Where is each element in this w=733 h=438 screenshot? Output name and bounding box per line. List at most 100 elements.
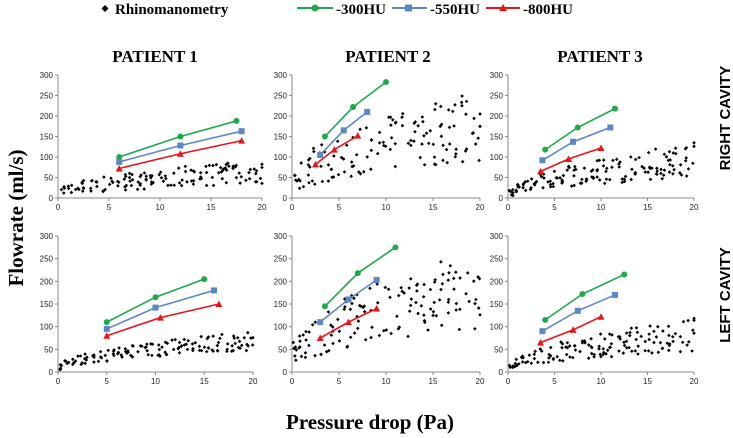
rhinomanometry-point (361, 169, 366, 174)
rhinomanometry-point (189, 168, 193, 172)
rhinomanometry-point (130, 177, 135, 182)
rhinomanometry-point (312, 182, 317, 186)
rhinomanometry-point (159, 175, 164, 180)
rhinomanometry-point (662, 168, 667, 172)
rhinomanometry-point (58, 367, 63, 372)
rhinomanometry-point (306, 163, 311, 167)
rhinomanometry-point (510, 187, 515, 192)
rhinomanometry-point (293, 178, 298, 182)
rhinomanometry-point (618, 337, 622, 341)
rhinomanometry-point (169, 183, 173, 187)
rhinomanometry-point (614, 157, 619, 162)
rhinomanometry-point (447, 142, 452, 146)
series-point (364, 108, 371, 115)
rhinomanometry-point (678, 334, 683, 339)
rhinomanometry-point (458, 276, 462, 280)
rhinomanometry-point (601, 158, 606, 162)
rhinomanometry-point (438, 124, 443, 129)
series-point (579, 291, 586, 298)
rhinomanometry-point (144, 178, 148, 182)
rhinomanometry-point (630, 349, 634, 354)
y-tick-label: 250 (490, 92, 504, 101)
rhinomanometry-point (197, 344, 202, 349)
legend-300hu: -300HU (297, 2, 386, 18)
rhinomanometry-point (618, 160, 622, 164)
rhinomanometry-point (452, 287, 456, 291)
rhinomanometry-point (119, 353, 124, 357)
rhinomanometry-point (211, 349, 215, 353)
x-tick-label: 0 (56, 203, 61, 212)
rhinomanometry-point (552, 169, 557, 174)
rhinomanometry-point (690, 349, 694, 353)
rhinomanometry-point (622, 343, 627, 348)
series-point (321, 303, 328, 310)
rhinomanometry-point (297, 186, 302, 191)
x-tick-label: 5 (337, 377, 342, 386)
rhinomanometry-point (349, 174, 354, 179)
rhinomanometry-point (476, 275, 480, 279)
rhinomanometry-point (59, 187, 64, 192)
series-point (103, 332, 111, 339)
rhinomanometry-point (136, 349, 140, 354)
rhinomanometry-point (446, 297, 451, 302)
rhinomanometry-point (415, 282, 420, 286)
rhinomanometry-point (463, 149, 468, 153)
rhinomanometry-point (304, 329, 308, 334)
rhinomanometry-point (617, 349, 621, 353)
rhinomanometry-point (679, 173, 684, 177)
series-point (152, 304, 159, 311)
rhinomanometry-point (599, 354, 603, 359)
rhinomanometry-point (310, 179, 315, 183)
rhinomanometry-point (238, 346, 242, 351)
rhinomanometry-point (655, 324, 660, 329)
rhinomanometry-point (165, 341, 170, 346)
rhinomanometry-point (595, 158, 600, 163)
rhinomanometry-point (607, 177, 612, 182)
rhinomanometry-point (678, 163, 683, 167)
rhinomanometry-point (558, 176, 562, 180)
rhinomanometry-point (354, 152, 359, 157)
rhinomanometry-point (670, 334, 675, 339)
rhinomanometry-point (375, 300, 380, 305)
rhinomanometry-point (454, 152, 458, 156)
rhinomanometry-point (601, 346, 606, 351)
rhinomanometry-point (351, 135, 355, 140)
rhinomanometry-point (454, 147, 458, 152)
y-tick-label: 100 (490, 153, 504, 162)
rhinomanometry-point (258, 176, 263, 181)
rhinomanometry-point (146, 352, 151, 357)
rhinomanometry-point (61, 191, 66, 195)
rhinomanometry-point (225, 347, 230, 352)
rhinomanometry-point (362, 304, 367, 308)
rhinomanometry-point (507, 363, 512, 368)
rhinomanometry-point (551, 181, 555, 186)
rhinomanometry-point (582, 166, 587, 170)
legend: Rhinomanometry -300HU -550HU -800HU (101, 2, 573, 18)
rhinomanometry-point (204, 183, 209, 188)
rhinomanometry-point (62, 186, 67, 191)
rhinomanometry-point (237, 339, 242, 344)
rhinomanometry-point (123, 346, 128, 351)
rhinomanometry-point (142, 187, 146, 191)
series-point (621, 271, 628, 278)
rhinomanometry-point (163, 350, 167, 355)
column-title-patient-3: PATIENT 3 (557, 47, 643, 66)
rhinomanometry-point (678, 349, 683, 354)
rhinomanometry-point (350, 301, 354, 306)
rhinomanometry-point (655, 172, 659, 177)
rhinomanometry-point (517, 362, 521, 366)
rhinomanometry-point (311, 146, 316, 151)
rhinomanometry-point (558, 358, 562, 363)
series-point (539, 157, 546, 164)
rhinomanometry-point (514, 357, 519, 362)
rhinomanometry-point (586, 356, 591, 361)
series-point (344, 318, 352, 326)
rhinomanometry-point (421, 119, 425, 124)
y-tick-label: 50 (494, 174, 503, 183)
legend-label: -300HU (336, 2, 386, 18)
rhinomanometry-point (667, 170, 672, 174)
rhinomanometry-point (569, 184, 574, 188)
rhinomanometry-point (140, 344, 144, 349)
rhinomanometry-point (130, 172, 134, 177)
rhinomanometry-point (177, 340, 182, 345)
